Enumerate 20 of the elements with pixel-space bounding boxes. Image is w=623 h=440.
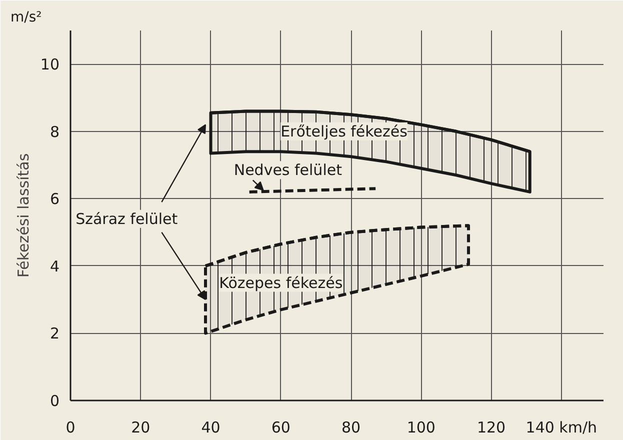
y-tick-label: 2	[50, 324, 60, 343]
x-tick-label: 140 km/h	[526, 418, 598, 436]
annotation: Erőteljes fékezés	[280, 122, 408, 140]
annotation: Közepes fékezés	[219, 274, 343, 292]
x-tick-label: 40	[201, 418, 220, 436]
x-tick-label: 60	[271, 418, 290, 436]
annotation: Száraz felület	[76, 210, 178, 228]
x-tick-label: 80	[341, 418, 361, 436]
y-tick-label: 8	[50, 122, 60, 141]
y-tick-label: 0	[50, 392, 60, 410]
y-tick-label: 4	[50, 257, 60, 276]
x-tick-label: 100	[406, 418, 436, 436]
x-tick-label: 120	[476, 418, 506, 436]
y-axis-title: Fékezési lassítás	[14, 153, 32, 278]
x-tick-label: 0	[66, 418, 76, 436]
y-tick-label: 10	[40, 56, 60, 74]
text: m/s²	[10, 10, 42, 26]
x-tick-label: 20	[131, 418, 150, 436]
y-tick-label: 6	[50, 190, 60, 208]
annotation: Nedves felület	[234, 161, 342, 180]
